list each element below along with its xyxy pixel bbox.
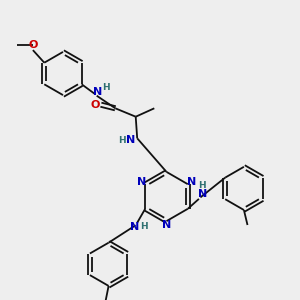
Text: H: H (198, 182, 206, 190)
Text: O: O (91, 100, 100, 110)
Text: N: N (162, 220, 171, 230)
Text: H: H (102, 83, 110, 92)
Text: H: H (118, 136, 125, 145)
Text: N: N (187, 177, 196, 187)
Text: N: N (126, 135, 135, 145)
Text: N: N (198, 189, 207, 200)
Text: N: N (137, 177, 146, 187)
Text: H: H (140, 222, 148, 231)
Text: O: O (28, 40, 38, 50)
Text: N: N (130, 221, 140, 232)
Text: N: N (93, 87, 102, 97)
